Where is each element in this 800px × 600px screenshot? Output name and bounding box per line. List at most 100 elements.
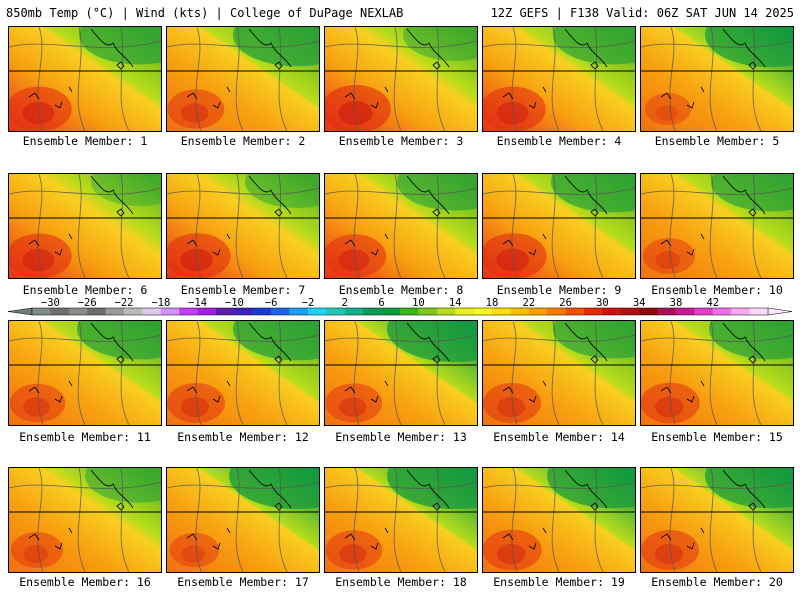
colorbar-bin — [32, 308, 51, 315]
ensemble-member-map — [8, 173, 162, 279]
hot-spot-shading — [338, 249, 370, 271]
colorbar-bin — [620, 308, 640, 315]
ensemble-member-label: Ensemble Member: 3 — [338, 134, 464, 148]
coastline-lines — [186, 175, 292, 256]
colorbar-bin — [584, 308, 603, 315]
ensemble-member-label: Ensemble Member: 7 — [180, 283, 306, 297]
cool-air-shading — [233, 27, 319, 67]
lake-outline — [590, 208, 599, 217]
height-contours — [325, 174, 477, 278]
colorbar-tick-label: −14 — [188, 298, 207, 309]
ensemble-member-map — [8, 26, 162, 132]
colorbar-bin — [197, 308, 217, 315]
cool-air-shading — [551, 174, 635, 213]
height-contours — [483, 321, 635, 425]
ensemble-member-map — [166, 467, 320, 573]
colorbar-tick-label: −22 — [115, 298, 134, 309]
coastline-lines — [344, 175, 450, 256]
height-contours — [325, 468, 477, 572]
warm-core-shading — [325, 85, 391, 131]
hot-spot-shading — [339, 397, 367, 417]
colorbar-bin — [400, 308, 419, 315]
colorbar-tick-label: −2 — [302, 298, 315, 309]
lake-outline — [116, 61, 125, 70]
warm-core-shading — [11, 532, 63, 568]
hot-spot-shading — [339, 544, 367, 564]
coastline-lines — [28, 322, 134, 403]
height-contours — [167, 174, 319, 278]
ensemble-member-map — [324, 320, 478, 426]
colorbar-tick-label: −6 — [265, 298, 278, 309]
cool-air-shading — [553, 27, 635, 65]
colorbar-bin — [676, 308, 695, 315]
colorbar-bin — [179, 308, 198, 315]
colorbar-tick-label: −30 — [41, 298, 60, 309]
coastline-lines — [344, 28, 450, 109]
colorbar-bin — [492, 308, 511, 315]
height-contours — [641, 321, 793, 425]
hot-spot-shading — [338, 101, 373, 125]
chart-title: 850mb Temp (°C) | Wind (kts) | College o… — [6, 6, 404, 20]
ensemble-member-label: Ensemble Member: 8 — [338, 283, 464, 297]
model-run-info: 12Z GEFS | F138 Valid: 06Z SAT JUN 14 20… — [490, 6, 794, 20]
colorbar-bin — [510, 308, 530, 315]
warm-core-shading — [9, 86, 72, 131]
colorbar-bin — [234, 308, 254, 315]
colorbar-tick-label: −10 — [225, 298, 244, 309]
colorbar-bin — [639, 308, 658, 315]
colorbar-bin — [749, 308, 769, 315]
ensemble-member-label: Ensemble Member: 1 — [22, 134, 148, 148]
lake-outline — [590, 61, 599, 70]
colorbar-bin — [473, 308, 493, 315]
coastline-lines — [186, 322, 292, 403]
coastline-lines — [660, 469, 766, 550]
coastline-lines — [502, 322, 608, 403]
warm-core-shading — [325, 234, 387, 278]
height-contours — [641, 27, 793, 131]
lake-outline — [590, 502, 599, 511]
coastline-lines — [344, 469, 450, 550]
height-contours — [9, 321, 161, 425]
cool-air-shading — [711, 174, 793, 212]
warm-core-shading — [645, 93, 691, 125]
warm-core-shading — [483, 233, 547, 278]
warm-core-shading — [167, 233, 231, 278]
hot-spot-shading — [181, 545, 206, 563]
lake-outline — [432, 355, 441, 364]
colorbar-tick-label: 14 — [449, 298, 462, 309]
colorbar-bin — [326, 308, 346, 315]
colorbar-over-arrow — [767, 307, 792, 316]
colorbar-tick-label: 38 — [670, 298, 683, 309]
colorbar-bin — [436, 308, 456, 315]
cool-air-shading — [709, 321, 793, 360]
lake-outline — [432, 61, 441, 70]
ensemble-member-label: Ensemble Member: 2 — [180, 134, 306, 148]
ensemble-member-label: Ensemble Member: 17 — [177, 575, 309, 589]
ensemble-member-label: Ensemble Member: 16 — [19, 575, 151, 589]
colorbar-bin — [381, 308, 401, 315]
warm-core-shading — [9, 233, 72, 278]
warm-core-shading — [325, 530, 383, 570]
ensemble-member-map — [324, 467, 478, 573]
colorbar-bin — [87, 308, 106, 315]
colorbar-bin — [363, 308, 382, 315]
cool-air-shading — [79, 27, 161, 65]
ensemble-member-label: Ensemble Member: 5 — [654, 134, 780, 148]
hot-spot-shading — [23, 397, 50, 417]
hot-spot-shading — [496, 101, 529, 125]
colorbar-bin — [344, 308, 364, 315]
cool-air-shading — [77, 321, 161, 360]
colorbar-bin — [694, 308, 714, 315]
cool-air-shading — [245, 174, 319, 208]
coastline-lines — [28, 28, 134, 109]
hot-spot-shading — [654, 396, 684, 418]
colorbar-tick-label: 18 — [486, 298, 499, 309]
ensemble-member-map — [640, 26, 794, 132]
warm-core-shading — [9, 383, 66, 423]
cool-air-shading — [85, 468, 161, 503]
hot-spot-shading — [655, 544, 683, 564]
ensemble-member-map — [324, 173, 478, 279]
coastline-lines — [502, 469, 608, 550]
height-contours — [167, 27, 319, 131]
colorbar-tick-label: 34 — [633, 298, 646, 309]
